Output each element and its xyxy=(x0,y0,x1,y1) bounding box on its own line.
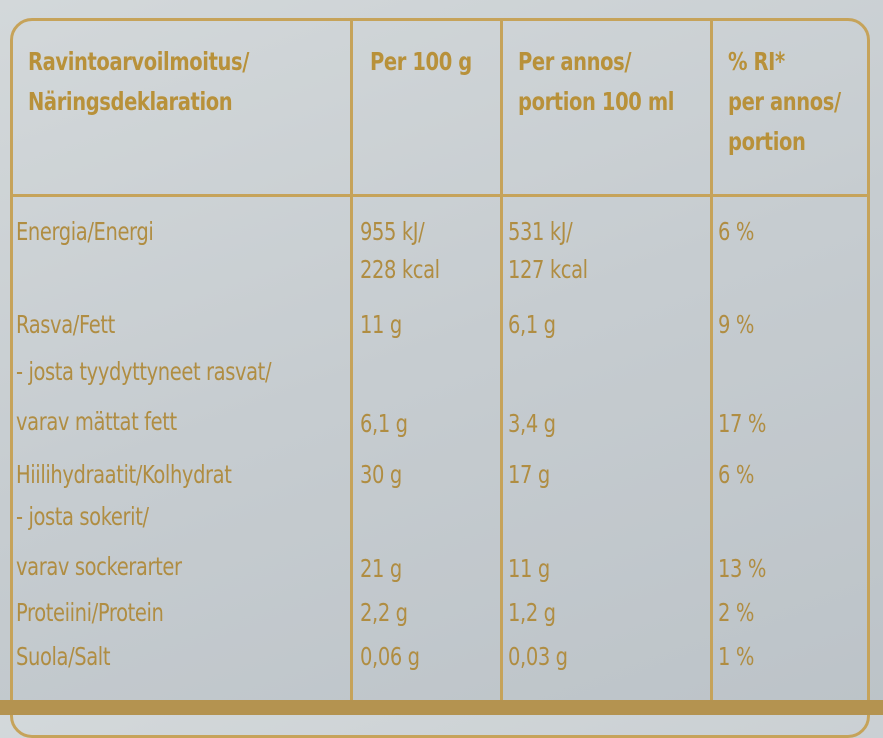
cell-text: 0,06 g xyxy=(360,642,420,671)
cell-text: 17 g xyxy=(508,460,550,489)
cell-text: 127 kcal xyxy=(508,255,588,284)
column-divider xyxy=(500,20,503,715)
cell-text: 531 kJ/ xyxy=(508,217,573,246)
cell-text: Energia/Energi xyxy=(16,217,154,246)
cell-text: 11 g xyxy=(360,310,402,339)
cell-text: 2 % xyxy=(718,598,754,627)
cell-text: varav sockerarter xyxy=(16,552,182,581)
cell-text: 21 g xyxy=(360,554,402,583)
cell-text: 6,1 g xyxy=(508,310,556,339)
cell-text: 6 % xyxy=(718,460,754,489)
header-text: portion xyxy=(728,127,806,156)
cell-text: Rasva/Fett xyxy=(16,310,115,339)
header-text: per annos/ xyxy=(728,87,841,116)
cell-text: 9 % xyxy=(718,310,754,339)
cell-text: Suola/Salt xyxy=(16,642,111,671)
cell-text: 228 kcal xyxy=(360,255,440,284)
cell-text: - josta sokerit/ xyxy=(16,502,149,531)
cell-text: 1 % xyxy=(718,642,754,671)
cell-text: 13 % xyxy=(718,554,766,583)
column-divider xyxy=(350,20,353,715)
header-text: Näringsdeklaration xyxy=(28,87,233,116)
cell-text: Hiilihydraatit/Kolhydrat xyxy=(16,460,232,489)
column-divider xyxy=(710,20,713,715)
header-text: Per 100 g xyxy=(370,47,472,76)
cell-text: 3,4 g xyxy=(508,409,556,438)
cell-text: - josta tyydyttyneet rasvat/ xyxy=(16,357,272,386)
cell-text: 6,1 g xyxy=(360,409,408,438)
header-text: Per annos/ xyxy=(518,47,632,76)
cell-text: varav mättat fett xyxy=(16,407,177,436)
cell-text: Proteiini/Protein xyxy=(16,598,164,627)
cell-text: 11 g xyxy=(508,554,550,583)
cell-text: 1,2 g xyxy=(508,598,556,627)
cell-text: 955 kJ/ xyxy=(360,217,425,246)
header-text: % RI* xyxy=(728,47,785,76)
header-text: portion 100 ml xyxy=(518,87,675,116)
cell-text: 17 % xyxy=(718,409,766,438)
cell-text: 2,2 g xyxy=(360,598,408,627)
header-text: Ravintoarvoilmoitus/ xyxy=(28,47,249,76)
cell-text: 0,03 g xyxy=(508,642,568,671)
cell-text: 6 % xyxy=(718,217,754,246)
cell-text: 30 g xyxy=(360,460,402,489)
package-edge xyxy=(0,700,883,715)
header-divider xyxy=(12,194,868,197)
